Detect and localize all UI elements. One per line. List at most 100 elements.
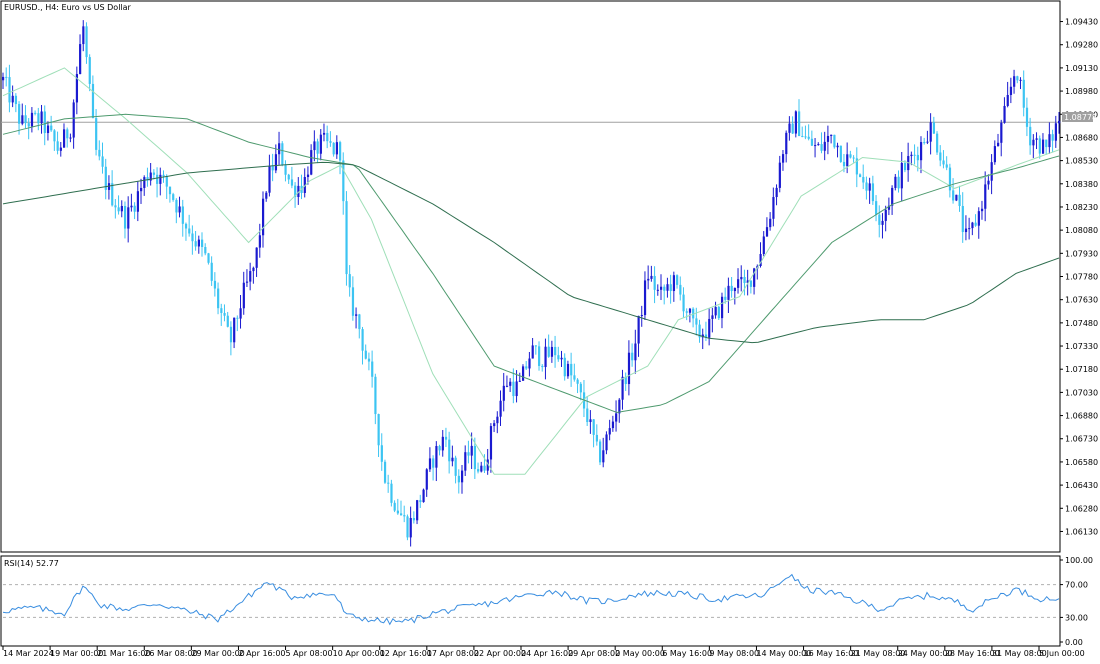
- y-tick-label: 1.06880: [1065, 412, 1098, 421]
- candle-body: [454, 457, 457, 476]
- candle-body: [387, 482, 390, 484]
- candle-body: [460, 470, 464, 483]
- candle-body: [891, 187, 894, 206]
- candle-body: [79, 44, 82, 75]
- candle-body: [409, 517, 412, 538]
- candle-body: [903, 162, 907, 171]
- candle-body: [120, 205, 123, 212]
- candle-body: [130, 205, 133, 208]
- candle-body: [249, 271, 252, 282]
- y-tick-label: 1.06430: [1065, 481, 1098, 490]
- candle-body: [791, 123, 794, 134]
- x-tick-label: 29 Apr 08:00: [568, 649, 620, 658]
- candle-body: [332, 142, 335, 155]
- candle-body: [647, 278, 650, 281]
- candle-body: [1000, 122, 1003, 143]
- candle-body: [586, 408, 589, 423]
- candle-body: [361, 329, 364, 351]
- candle-body: [425, 469, 428, 490]
- candle-body: [743, 276, 746, 284]
- candle-body: [602, 450, 605, 463]
- candle-body: [518, 380, 521, 382]
- candle-body: [1038, 138, 1041, 154]
- candle-body: [271, 165, 274, 171]
- candle-body: [833, 134, 836, 148]
- y-tick-label: 1.09280: [1065, 41, 1098, 50]
- candle-body: [627, 352, 631, 385]
- current-price-tag-bg: [1062, 112, 1093, 122]
- candle-body: [451, 457, 454, 462]
- candle-body: [104, 166, 107, 190]
- candle-body: [419, 500, 422, 503]
- candle-body: [566, 363, 570, 377]
- candle-body: [345, 201, 348, 275]
- candle-body: [1032, 139, 1035, 146]
- candle-body: [727, 285, 730, 300]
- candle-body: [470, 445, 473, 456]
- candle-body: [8, 77, 11, 103]
- candle-body: [512, 381, 515, 397]
- rsi-y-tick-label: 100.00: [1065, 556, 1093, 565]
- candle-body: [724, 296, 727, 300]
- candle-body: [502, 385, 505, 401]
- candle-body: [1003, 105, 1006, 123]
- candle-body: [666, 284, 669, 291]
- candle-body: [306, 174, 310, 178]
- candle-body: [1054, 123, 1057, 141]
- candle-body: [486, 459, 489, 471]
- candle-body: [547, 346, 550, 357]
- candle-body: [1045, 139, 1048, 148]
- candle-body: [383, 461, 387, 483]
- candle-body: [303, 177, 306, 193]
- x-tick-label: 5 Apr 08:00: [286, 649, 333, 658]
- candle-body: [637, 315, 640, 344]
- candle-body: [339, 142, 342, 161]
- candle-body: [589, 419, 592, 423]
- candle-body: [82, 26, 85, 45]
- candle-body: [204, 246, 207, 254]
- x-tick-label: 14 Mar 2024: [3, 649, 54, 658]
- candle-body: [945, 164, 948, 168]
- candle-body: [294, 185, 297, 198]
- candle-body: [807, 136, 810, 139]
- candle-body: [862, 176, 865, 183]
- candle-body: [737, 279, 740, 288]
- candle-body: [355, 314, 358, 316]
- x-tick-label: 26 Mar 08:00: [144, 649, 197, 658]
- current-price-tag: 1.08778: [1064, 113, 1097, 122]
- candle-body: [579, 383, 582, 393]
- candle-body: [682, 294, 685, 312]
- candle-body: [759, 254, 762, 267]
- y-tick-label: 1.07330: [1065, 342, 1098, 351]
- x-tick-label: 22 Apr 00:00: [474, 649, 526, 658]
- candle-body: [830, 134, 833, 136]
- candle-body: [785, 132, 788, 155]
- candle-body: [676, 275, 679, 285]
- candle-body: [91, 83, 95, 119]
- candle-body: [136, 191, 140, 212]
- candle-body: [923, 142, 926, 144]
- candle-body: [149, 172, 152, 181]
- rsi-label: RSI(14) 52.77: [4, 559, 59, 568]
- candle-body: [127, 207, 130, 229]
- candle-body: [839, 145, 842, 162]
- candle-body: [695, 318, 698, 325]
- candle-body: [88, 57, 91, 84]
- candle-body: [223, 312, 226, 316]
- candle-body: [659, 286, 663, 290]
- x-tick-label: 6 May 16:00: [662, 649, 712, 658]
- candle-body: [541, 365, 544, 368]
- candle-body: [977, 211, 980, 226]
- x-tick-label: 24 Apr 16:00: [521, 649, 573, 658]
- candle-body: [287, 174, 290, 180]
- candle-body: [1006, 94, 1009, 106]
- main-plot: [1, 20, 1061, 547]
- candle-body: [239, 308, 242, 319]
- x-tick-label: 10 Apr 00:00: [333, 649, 385, 658]
- candle-body: [1029, 126, 1032, 146]
- candle-body: [528, 358, 531, 369]
- candle-body: [631, 352, 634, 361]
- candle-body: [936, 133, 939, 153]
